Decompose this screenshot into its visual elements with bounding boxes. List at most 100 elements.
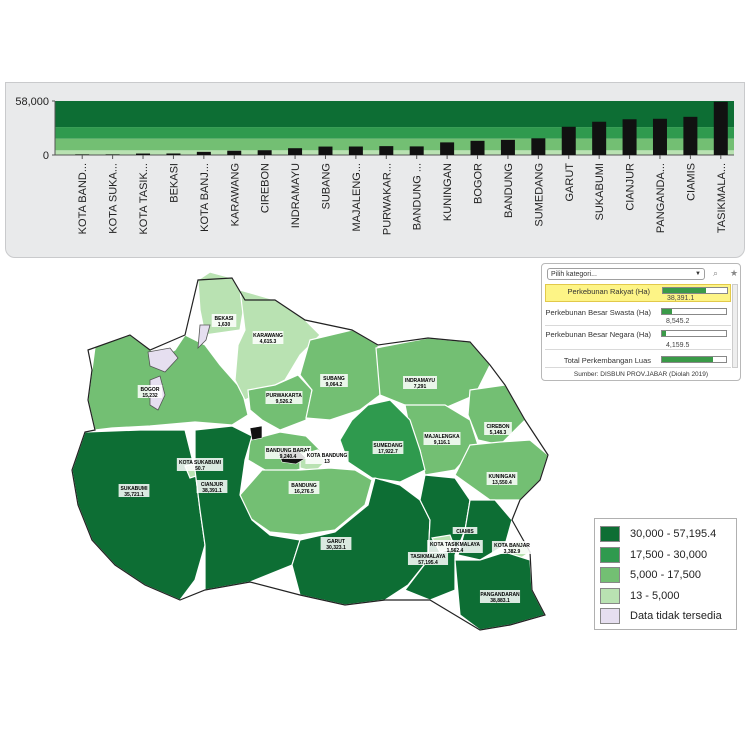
data-source: Sumber: DISBUN PROV.JABAR (Diolah 2019) bbox=[573, 371, 709, 378]
bar[interactable] bbox=[652, 118, 667, 155]
region-value: 1,562.4 bbox=[447, 548, 464, 554]
label-bg bbox=[305, 451, 349, 464]
label-bg bbox=[265, 391, 303, 404]
bar[interactable] bbox=[622, 119, 637, 155]
region-value: 15,232 bbox=[142, 393, 158, 399]
legend-swatch bbox=[600, 587, 620, 604]
category-item[interactable]: Perkebunan Rakyat (Ha) 38,391.1 bbox=[545, 284, 731, 302]
bar[interactable] bbox=[196, 151, 211, 155]
legend-label: 5,000 - 17,500 bbox=[630, 569, 701, 581]
x-tick-label: BANDUNG bbox=[503, 163, 515, 218]
category-value: 38,391.1 bbox=[667, 295, 695, 302]
label-bg bbox=[137, 385, 163, 398]
bar[interactable] bbox=[470, 140, 485, 155]
legend-label: 30,000 - 57,195.4 bbox=[630, 528, 717, 540]
region-value: 50.7 bbox=[195, 466, 205, 472]
bar[interactable] bbox=[318, 146, 333, 155]
bar[interactable] bbox=[592, 121, 607, 155]
region-name: KUNINGAN bbox=[489, 474, 516, 480]
legend-swatch bbox=[600, 567, 620, 583]
bar[interactable] bbox=[531, 138, 546, 155]
region-cirebon[interactable] bbox=[467, 384, 526, 446]
bar[interactable] bbox=[683, 116, 698, 155]
bar[interactable] bbox=[713, 101, 728, 155]
bar[interactable] bbox=[379, 146, 394, 155]
region-value: 3,382.9 bbox=[504, 549, 521, 555]
x-tick-label: INDRAMAYU bbox=[290, 163, 302, 228]
region-name: SUKABUMI bbox=[121, 486, 149, 492]
region-name: BANDUNG BARAT bbox=[266, 448, 310, 454]
region-name: KOTA TASIKMALAYA bbox=[430, 542, 480, 548]
bar[interactable] bbox=[75, 154, 90, 155]
x-tick-label: KOTA TASIK... bbox=[138, 163, 150, 235]
region-value: 38,391.1 bbox=[202, 488, 222, 494]
region-value: 17,922.7 bbox=[378, 449, 398, 455]
legend-label: 13 - 5,000 bbox=[630, 589, 680, 602]
category-item[interactable]: Perkebunan Besar Swasta (Ha) 8,545.2 bbox=[545, 306, 731, 326]
category-name: Perkebunan Besar Negara (Ha) bbox=[545, 330, 651, 339]
bar[interactable] bbox=[227, 150, 242, 155]
chevron-down-icon: ▼ bbox=[695, 271, 701, 277]
region-name: KOTA BANJAR bbox=[494, 543, 530, 549]
x-tick-label: KUNINGAN bbox=[442, 163, 454, 221]
bar[interactable] bbox=[257, 150, 272, 155]
region-value: 38,883.1 bbox=[490, 598, 510, 604]
region-name: TASIKMALAYA bbox=[410, 554, 445, 560]
category-bar bbox=[662, 287, 728, 294]
label-bg bbox=[211, 314, 237, 327]
y-tick-label: 0 bbox=[43, 150, 49, 162]
category-dropdown[interactable]: Pilih kategori... ▼ bbox=[547, 268, 705, 280]
region-name: KOTA BANDUNG bbox=[307, 453, 348, 459]
label-bg bbox=[320, 537, 352, 550]
bar[interactable] bbox=[288, 148, 303, 155]
bar-chart-panel: 58,000 0 KOTA BAND... KOTA SUKA... KOTA TASI… bbox=[5, 82, 745, 258]
label-bg bbox=[176, 458, 224, 471]
bar[interactable] bbox=[348, 146, 363, 155]
label-bg bbox=[407, 552, 449, 565]
bar[interactable] bbox=[561, 126, 576, 155]
category-item[interactable]: Perkebunan Besar Negara (Ha) 4,159.5 bbox=[545, 328, 731, 350]
value-band bbox=[55, 101, 734, 128]
bar[interactable] bbox=[440, 142, 455, 155]
region-name: GARUT bbox=[327, 539, 345, 545]
bar[interactable] bbox=[166, 153, 181, 155]
category-name: Total Perkembangan Luas bbox=[563, 356, 651, 365]
x-tick-label: CIANJUR bbox=[625, 163, 637, 211]
legend-swatch bbox=[600, 546, 620, 563]
legend-item: 30,000 - 57,195.4 bbox=[600, 525, 735, 543]
region-value: 57,195.4 bbox=[418, 560, 438, 566]
label-bg bbox=[427, 540, 483, 553]
value-band bbox=[55, 150, 734, 155]
category-bar-fill bbox=[662, 309, 672, 314]
bar[interactable] bbox=[500, 139, 515, 155]
category-item[interactable]: Total Perkembangan Luas bbox=[545, 354, 731, 368]
y-tick-label: 58,000 bbox=[15, 96, 49, 108]
scrollbar[interactable] bbox=[732, 284, 738, 368]
label-bg bbox=[479, 590, 521, 603]
category-value: 4,159.5 bbox=[666, 342, 690, 349]
x-tick-label: KARAWANG bbox=[229, 163, 241, 226]
label-bg bbox=[264, 446, 312, 459]
x-tick-label: SUBANG bbox=[320, 163, 332, 209]
bar[interactable] bbox=[409, 146, 424, 155]
x-tick-label: SUKABUMI bbox=[594, 163, 606, 220]
region-name: BANDUNG bbox=[291, 483, 317, 489]
region-value: 13,550.4 bbox=[492, 480, 512, 486]
bar[interactable] bbox=[105, 154, 120, 155]
star-icon[interactable]: ★ bbox=[730, 268, 739, 278]
region-kuningan[interactable] bbox=[454, 439, 549, 501]
region-name: BOGOR bbox=[141, 387, 160, 393]
bar[interactable] bbox=[136, 153, 151, 155]
search-icon[interactable]: ⌕ bbox=[713, 268, 719, 278]
label-bg bbox=[288, 481, 320, 494]
region-sukabumi[interactable] bbox=[71, 429, 206, 601]
region-name: SUBANG bbox=[323, 376, 345, 382]
